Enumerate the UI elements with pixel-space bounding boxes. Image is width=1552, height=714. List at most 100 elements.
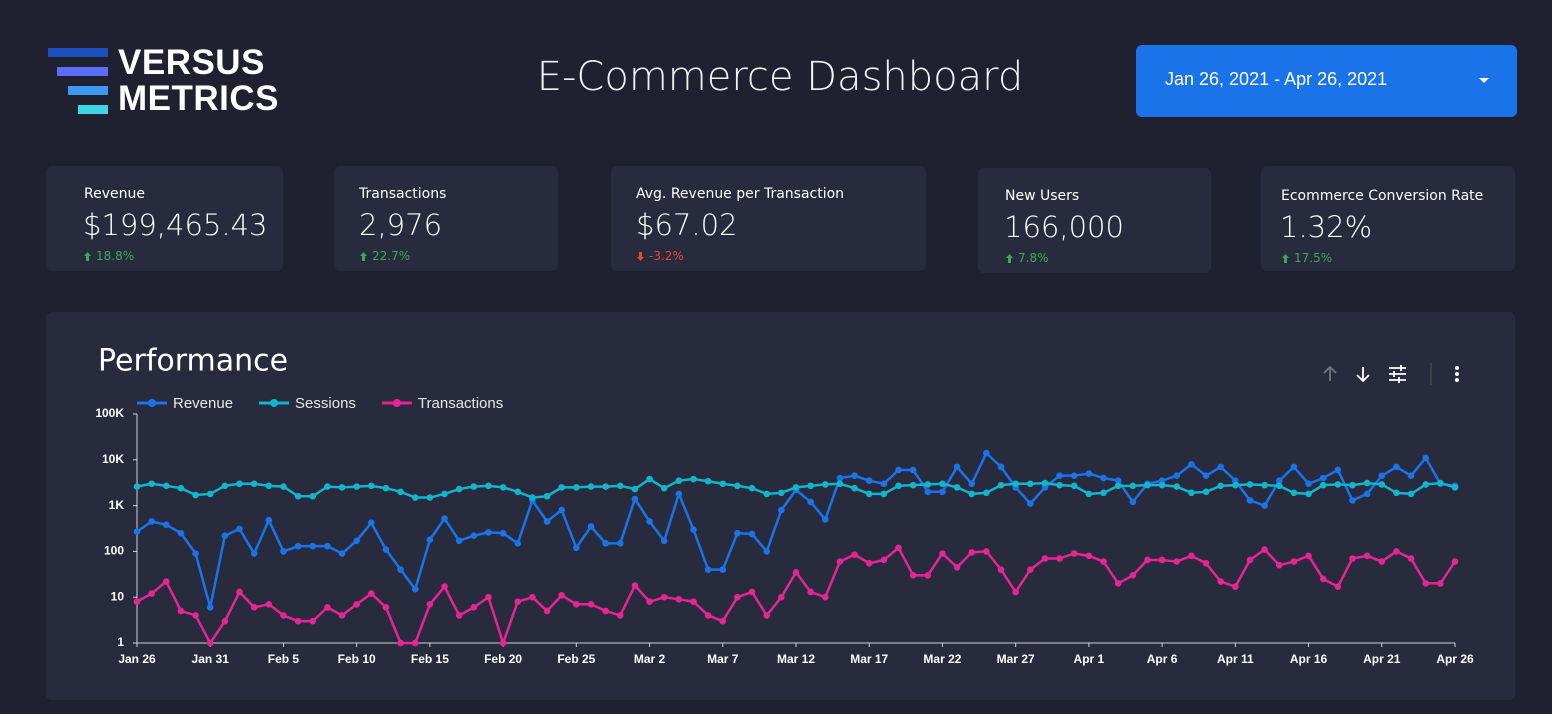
data-point [1290, 489, 1298, 497]
data-point [543, 518, 551, 525]
data-point [792, 568, 800, 576]
y-tick-label: 10K [102, 452, 124, 466]
kpi-value: 1.32% [1280, 210, 1373, 244]
data-point [778, 506, 785, 514]
data-point [441, 490, 448, 498]
data-point [309, 542, 317, 550]
legend-item[interactable]: Transactions [381, 395, 503, 412]
data-point [192, 612, 199, 619]
logo[interactable]: VERSUS METRICS [48, 45, 308, 118]
chart-panel: Performance 1 10 100 1K 10K 100K Jan 26 Jan 31 F… [46, 312, 1515, 700]
sort-descending[interactable] [1356, 367, 1370, 383]
kpi-change: 18.8% [84, 249, 134, 263]
sort-ascending[interactable] [1323, 365, 1337, 381]
data-point [353, 537, 360, 545]
data-point [1173, 472, 1181, 479]
data-point [1129, 572, 1137, 579]
x-tick-label: Apr 21 [1363, 652, 1401, 666]
y-tick-label: 1K [109, 498, 125, 512]
data-point [895, 544, 902, 552]
data-point [1437, 479, 1444, 487]
data-point [353, 483, 360, 490]
data-point [206, 490, 214, 498]
data-point [368, 482, 375, 490]
data-point [1378, 558, 1386, 565]
x-tick-label: Mar 22 [923, 652, 961, 666]
data-point [368, 590, 375, 597]
data-point [1188, 489, 1195, 497]
kpi-change-value: 7.8% [1018, 251, 1049, 265]
data-point [411, 585, 419, 593]
data-point [1246, 481, 1254, 488]
data-point [631, 485, 639, 493]
data-point [1451, 558, 1459, 565]
date-range-picker[interactable]: Jan 26, 2021 - Apr 26, 2021 [1136, 45, 1517, 117]
data-point [953, 563, 961, 571]
data-point [807, 498, 814, 506]
legend-item[interactable]: Sessions [259, 395, 356, 412]
data-point [382, 484, 390, 492]
data-point [631, 495, 639, 503]
data-point [734, 529, 741, 537]
x-tick-label: Apr 26 [1436, 652, 1474, 666]
data-point [1188, 552, 1195, 560]
data-point [558, 484, 565, 491]
data-point [133, 483, 141, 490]
x-tick-label: Mar 2 [634, 652, 666, 666]
data-point [807, 588, 814, 596]
data-point [1422, 481, 1430, 488]
down-arrow [637, 251, 644, 261]
x-tick-label: Apr 16 [1290, 652, 1328, 666]
data-point [602, 540, 609, 547]
data-point [1261, 502, 1268, 509]
data-point [646, 518, 653, 525]
data-point [1393, 548, 1400, 555]
kpi-label: Transactions [359, 186, 447, 202]
data-point [792, 484, 800, 491]
data-point [1114, 482, 1122, 490]
data-point [719, 566, 727, 573]
data-point [939, 480, 946, 488]
data-point [177, 484, 185, 492]
data-point [1378, 472, 1386, 479]
data-point [865, 477, 873, 484]
kpi-value: $199,465.43 [83, 208, 268, 242]
x-tick-label: Mar 7 [707, 652, 739, 666]
kpi-change: -3.2% [637, 249, 684, 263]
data-point [426, 600, 434, 608]
data-point [411, 639, 419, 647]
x-tick-label: Apr 1 [1074, 652, 1105, 666]
data-point [236, 480, 243, 488]
date-range: Jan 26, 2021 - Apr 26, 2021 [1165, 69, 1388, 89]
kpi-card: Revenue $199,465.43 18.8% [46, 166, 283, 271]
data-point [719, 617, 727, 625]
data-point [763, 612, 771, 619]
data-point [675, 477, 683, 484]
kpi-card: Ecommerce Conversion Rate 1.32% 17.5% [1261, 166, 1515, 271]
data-point [324, 483, 331, 490]
data-point [1407, 555, 1415, 562]
data-point [704, 477, 712, 485]
data-point [953, 463, 961, 471]
chart-toolbar [1323, 363, 1459, 385]
filter-settings[interactable] [1389, 365, 1406, 383]
legend-item[interactable]: Revenue [137, 395, 233, 412]
chart-title: Performance [98, 344, 288, 379]
more-options[interactable] [1455, 366, 1459, 382]
data-point [1349, 555, 1356, 562]
legend-marker [270, 399, 279, 407]
data-point [1393, 463, 1400, 471]
data-point [909, 572, 917, 579]
data-point [236, 588, 243, 596]
data-point [1407, 472, 1415, 479]
data-point [1451, 484, 1459, 491]
page-title: E-Commerce Dashboard [536, 54, 1024, 100]
data-point [265, 516, 273, 524]
data-point [1027, 566, 1034, 573]
data-point [1290, 463, 1298, 471]
data-point [1100, 489, 1107, 497]
data-point [294, 492, 302, 500]
data-point [1334, 481, 1342, 488]
up-arrow [1282, 253, 1289, 263]
